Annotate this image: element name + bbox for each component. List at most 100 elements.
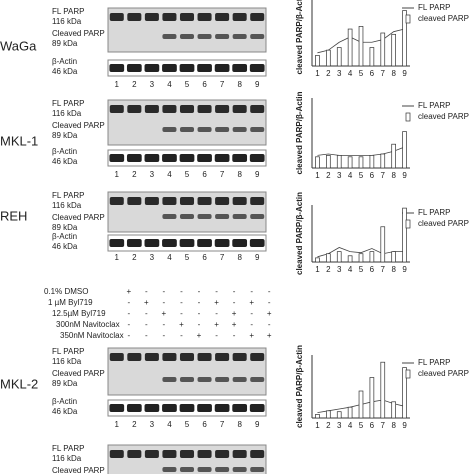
band: [250, 197, 265, 205]
bar: [326, 155, 331, 169]
legend-label: FL PARP: [418, 208, 450, 217]
blot-label: 89 kDa: [52, 379, 78, 388]
legend-label: cleaved PARP: [418, 369, 469, 378]
band: [109, 239, 125, 247]
lane-number: 2: [132, 80, 137, 89]
band: [232, 467, 247, 472]
cell-line: MKL-2: [0, 376, 38, 391]
lane-number: 3: [150, 80, 155, 89]
bar: [358, 26, 364, 67]
treatment-mark: +: [267, 331, 272, 340]
band: [109, 197, 124, 205]
x-tick-label: 3: [337, 421, 342, 430]
band: [127, 13, 142, 21]
legend-swatch: [405, 369, 411, 379]
blot-label: 89 kDa: [52, 223, 78, 232]
blot-label: 46 kDa: [52, 67, 78, 76]
treatment-mark: +: [126, 287, 131, 296]
treatment-mark: -: [233, 287, 236, 296]
band: [126, 64, 142, 72]
blot-label: β-Actin: [52, 232, 77, 241]
legend-label: FL PARP: [418, 358, 450, 367]
y-axis-label: cleaved PARP/β-Actin: [295, 192, 304, 275]
bar: [391, 401, 396, 419]
lane-number: 3: [150, 170, 155, 179]
blot-label: 116 kDa: [52, 17, 82, 26]
treatment-mark: -: [180, 331, 183, 340]
x-tick-label: 7: [381, 69, 386, 78]
legend-label: cleaved PARP: [418, 14, 469, 23]
treatment-mark: -: [145, 287, 148, 296]
legend-swatch: [405, 112, 411, 122]
band: [215, 127, 230, 132]
band: [109, 154, 125, 162]
band: [197, 467, 212, 472]
lane-number: 3: [150, 420, 155, 429]
lane-number: 5: [185, 253, 190, 262]
x-tick-label: 2: [326, 171, 331, 180]
bar: [380, 226, 386, 263]
band: [127, 197, 142, 205]
band: [249, 64, 265, 72]
lane-number: 1: [115, 80, 120, 89]
band: [179, 154, 195, 162]
lane-number: 4: [167, 253, 172, 262]
blot-label: 46 kDa: [52, 242, 78, 251]
bar: [358, 156, 364, 169]
bar: [326, 410, 331, 419]
band: [249, 404, 265, 412]
band: [179, 64, 195, 72]
band: [232, 404, 248, 412]
x-tick-label: 2: [326, 69, 331, 78]
band: [232, 64, 248, 72]
band: [109, 450, 124, 458]
band: [232, 34, 247, 39]
band: [162, 34, 177, 39]
blot: [107, 234, 267, 252]
treatment-mark: -: [250, 309, 253, 318]
x-tick-label: 1: [315, 171, 320, 180]
band: [109, 13, 124, 21]
band: [197, 64, 212, 72]
bar: [358, 390, 364, 419]
cell-line: MKL-1: [0, 133, 38, 148]
lane-number: 1: [115, 253, 120, 262]
band: [162, 450, 177, 458]
x-tick-label: 8: [391, 69, 396, 78]
blot-label: 46 kDa: [52, 157, 78, 166]
x-tick-label: 5: [359, 171, 364, 180]
y-axis-label: cleaved PARP/β-Actin: [295, 91, 304, 174]
x-tick-label: 7: [381, 265, 386, 274]
band: [215, 214, 230, 219]
band: [144, 154, 160, 162]
lane-number: 3: [150, 253, 155, 262]
blot: [107, 59, 267, 77]
blot-label: Cleaved PARP: [52, 121, 105, 130]
band: [232, 13, 247, 21]
band: [232, 197, 247, 205]
lane-number: 6: [202, 253, 207, 262]
band: [109, 353, 124, 361]
lane-number: 2: [132, 420, 137, 429]
treatment-mark: -: [233, 298, 236, 307]
bar: [336, 155, 342, 169]
treatment-mark: +: [249, 298, 254, 307]
x-tick-label: 9: [402, 421, 407, 430]
band: [179, 450, 195, 458]
lane-number: 9: [255, 170, 260, 179]
treatment-label: 300nM Navitoclax: [56, 320, 120, 329]
band: [162, 377, 177, 382]
treatment-mark: -: [250, 287, 253, 296]
band: [197, 13, 212, 21]
lane-number: 9: [255, 420, 260, 429]
band: [109, 64, 125, 72]
band: [162, 214, 177, 219]
x-tick-label: 1: [315, 265, 320, 274]
blot-label: FL PARP: [52, 7, 84, 16]
treatment-mark: -: [180, 309, 183, 318]
cell-line: WaGa: [0, 38, 37, 53]
band: [215, 34, 230, 39]
band: [179, 34, 195, 39]
bar: [315, 156, 320, 169]
x-tick-label: 3: [337, 265, 342, 274]
